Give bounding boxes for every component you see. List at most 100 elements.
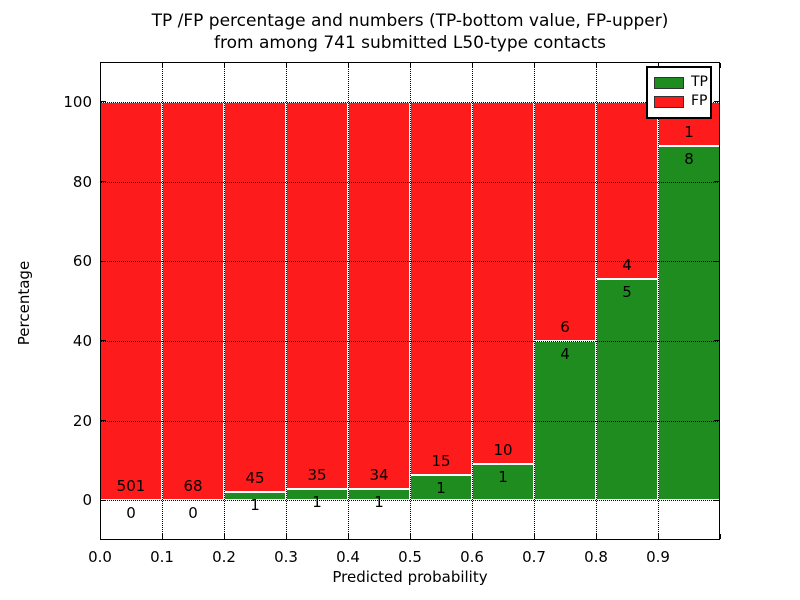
y-tick-label: 0 bbox=[82, 491, 92, 510]
tick-mark bbox=[101, 181, 106, 182]
bar-segment-tp bbox=[472, 463, 534, 501]
tick-mark bbox=[347, 534, 349, 539]
x-tick-label: 0.8 bbox=[584, 548, 608, 566]
tick-mark bbox=[595, 534, 597, 539]
x-tick-label: 0.3 bbox=[274, 548, 298, 566]
x-tick-label: 0.4 bbox=[336, 548, 360, 566]
tick-mark bbox=[719, 534, 721, 539]
tick-mark bbox=[714, 499, 719, 501]
bar-segment-fp bbox=[596, 101, 658, 279]
gridline bbox=[224, 62, 225, 540]
tick-mark bbox=[714, 101, 719, 103]
gridline bbox=[596, 62, 597, 540]
tp-count-label: 1 bbox=[436, 479, 446, 498]
gridline bbox=[286, 62, 287, 540]
y-tick-label: 60 bbox=[72, 252, 92, 271]
tick-mark bbox=[161, 63, 163, 68]
fp-count-label: 1 bbox=[684, 123, 694, 142]
gridline bbox=[100, 261, 720, 263]
tick-mark bbox=[471, 534, 473, 539]
tp-count-label: 4 bbox=[560, 344, 570, 363]
bar-segment-fp bbox=[534, 101, 596, 341]
fp-count-label: 501 bbox=[116, 477, 146, 496]
legend-entry-fp: FP bbox=[654, 94, 708, 109]
tp-count-label: 1 bbox=[312, 493, 322, 512]
tick-mark bbox=[99, 63, 101, 68]
fp-count-label: 35 bbox=[307, 466, 327, 485]
tick-mark bbox=[714, 340, 719, 342]
gridline bbox=[100, 101, 720, 103]
tick-mark bbox=[101, 420, 106, 421]
bar-segment-fp bbox=[410, 101, 472, 476]
tick-mark bbox=[101, 101, 106, 103]
tick-mark bbox=[533, 534, 535, 539]
x-tick-label: 0.2 bbox=[212, 548, 236, 566]
tick-mark bbox=[101, 260, 106, 262]
gridline bbox=[100, 181, 720, 183]
fp-count-label: 68 bbox=[183, 477, 203, 496]
tick-mark bbox=[223, 534, 225, 539]
tp-count-label: 1 bbox=[374, 492, 384, 511]
fp-count-label: 10 bbox=[493, 440, 513, 459]
y-axis-label: Percentage bbox=[15, 260, 33, 346]
gridline bbox=[100, 340, 720, 342]
tp-count-label: 1 bbox=[498, 467, 508, 486]
bar-segment-fp bbox=[286, 101, 348, 490]
fp-count-label: 15 bbox=[431, 452, 451, 471]
bar-segment-fp bbox=[348, 101, 410, 489]
gridline bbox=[410, 62, 411, 540]
bar-segment-tp bbox=[410, 475, 472, 501]
bar-segment-fp bbox=[472, 101, 534, 464]
tp-count-label: 8 bbox=[684, 150, 694, 169]
chart-title-line2: from among 741 submitted L50-type contac… bbox=[214, 33, 606, 53]
gridline bbox=[100, 500, 720, 502]
fp-count-label: 4 bbox=[622, 255, 632, 274]
x-tick-label: 0.1 bbox=[150, 548, 174, 566]
tick-mark bbox=[161, 534, 163, 539]
tick-mark bbox=[347, 63, 349, 68]
fp-count-label: 45 bbox=[245, 468, 265, 487]
legend-label-tp: TP bbox=[691, 74, 708, 90]
y-tick-label: 40 bbox=[72, 331, 92, 350]
tp-count-label: 0 bbox=[126, 504, 136, 523]
gridline bbox=[100, 420, 720, 422]
tick-mark bbox=[409, 534, 411, 539]
plot-area: 501 0 68 0 45 1 35 1 34 1 15 1 10 1 6 4 4 5 1 8 bbox=[99, 62, 721, 540]
tick-mark bbox=[714, 181, 719, 182]
legend: TP FP bbox=[646, 66, 712, 119]
y-tick-label: 100 bbox=[63, 92, 92, 111]
tp-swatch-icon bbox=[654, 76, 684, 89]
chart-title: TP /FP percentage and numbers (TP-bottom… bbox=[100, 10, 720, 54]
fp-swatch-icon bbox=[654, 95, 684, 108]
x-tick-label: 0.5 bbox=[398, 548, 422, 566]
x-axis-label: Predicted probability bbox=[332, 568, 488, 586]
chart-title-line1: TP /FP percentage and numbers (TP-bottom… bbox=[151, 11, 669, 31]
gridline bbox=[162, 62, 163, 540]
tick-mark bbox=[101, 340, 106, 342]
x-tick-label: 0.0 bbox=[88, 548, 112, 566]
gridline bbox=[472, 62, 473, 540]
tp-count-label: 1 bbox=[250, 495, 260, 514]
gridline bbox=[348, 62, 349, 540]
x-tick-label: 0.6 bbox=[460, 548, 484, 566]
tick-mark bbox=[285, 63, 287, 68]
tick-mark bbox=[409, 63, 411, 68]
legend-entry-tp: TP bbox=[654, 75, 708, 90]
bar-segment-fp bbox=[100, 101, 162, 501]
bar-segment-fp bbox=[224, 101, 286, 492]
fp-count-label: 6 bbox=[560, 317, 570, 336]
bar-segment-tp bbox=[658, 146, 720, 501]
tick-mark bbox=[595, 63, 597, 68]
y-tick-label: 80 bbox=[72, 172, 92, 191]
tp-count-label: 5 bbox=[622, 282, 632, 301]
y-tick-label: 20 bbox=[72, 411, 92, 430]
bar-segment-fp bbox=[162, 101, 224, 501]
tick-mark bbox=[223, 63, 225, 68]
tick-mark bbox=[533, 63, 535, 68]
tick-mark bbox=[657, 63, 659, 68]
gridline bbox=[658, 62, 659, 540]
tick-mark bbox=[471, 63, 473, 68]
tick-mark bbox=[285, 534, 287, 539]
bar-segment-tp bbox=[596, 278, 658, 501]
x-tick-label: 0.9 bbox=[646, 548, 670, 566]
